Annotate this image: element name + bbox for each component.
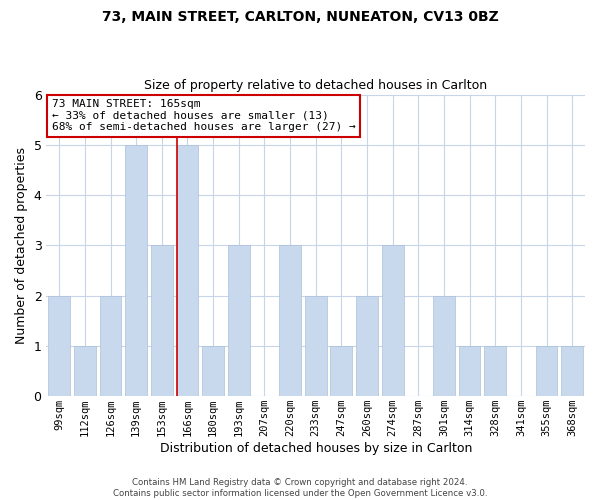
Bar: [74, 346, 96, 396]
Bar: [458, 346, 481, 396]
Bar: [382, 246, 404, 396]
Bar: [356, 296, 378, 396]
Y-axis label: Number of detached properties: Number of detached properties: [15, 147, 28, 344]
Bar: [561, 346, 583, 396]
Bar: [433, 296, 455, 396]
Text: Contains HM Land Registry data © Crown copyright and database right 2024.
Contai: Contains HM Land Registry data © Crown c…: [113, 478, 487, 498]
Bar: [202, 346, 224, 396]
Bar: [49, 296, 70, 396]
Bar: [151, 246, 173, 396]
Text: 73 MAIN STREET: 165sqm
← 33% of detached houses are smaller (13)
68% of semi-det: 73 MAIN STREET: 165sqm ← 33% of detached…: [52, 99, 356, 132]
Bar: [484, 346, 506, 396]
Text: 73, MAIN STREET, CARLTON, NUNEATON, CV13 0BZ: 73, MAIN STREET, CARLTON, NUNEATON, CV13…: [101, 10, 499, 24]
Bar: [279, 246, 301, 396]
Bar: [331, 346, 352, 396]
Bar: [305, 296, 326, 396]
X-axis label: Distribution of detached houses by size in Carlton: Distribution of detached houses by size …: [160, 442, 472, 455]
Title: Size of property relative to detached houses in Carlton: Size of property relative to detached ho…: [144, 79, 487, 92]
Bar: [176, 145, 199, 396]
Bar: [125, 145, 147, 396]
Bar: [228, 246, 250, 396]
Bar: [100, 296, 121, 396]
Bar: [536, 346, 557, 396]
